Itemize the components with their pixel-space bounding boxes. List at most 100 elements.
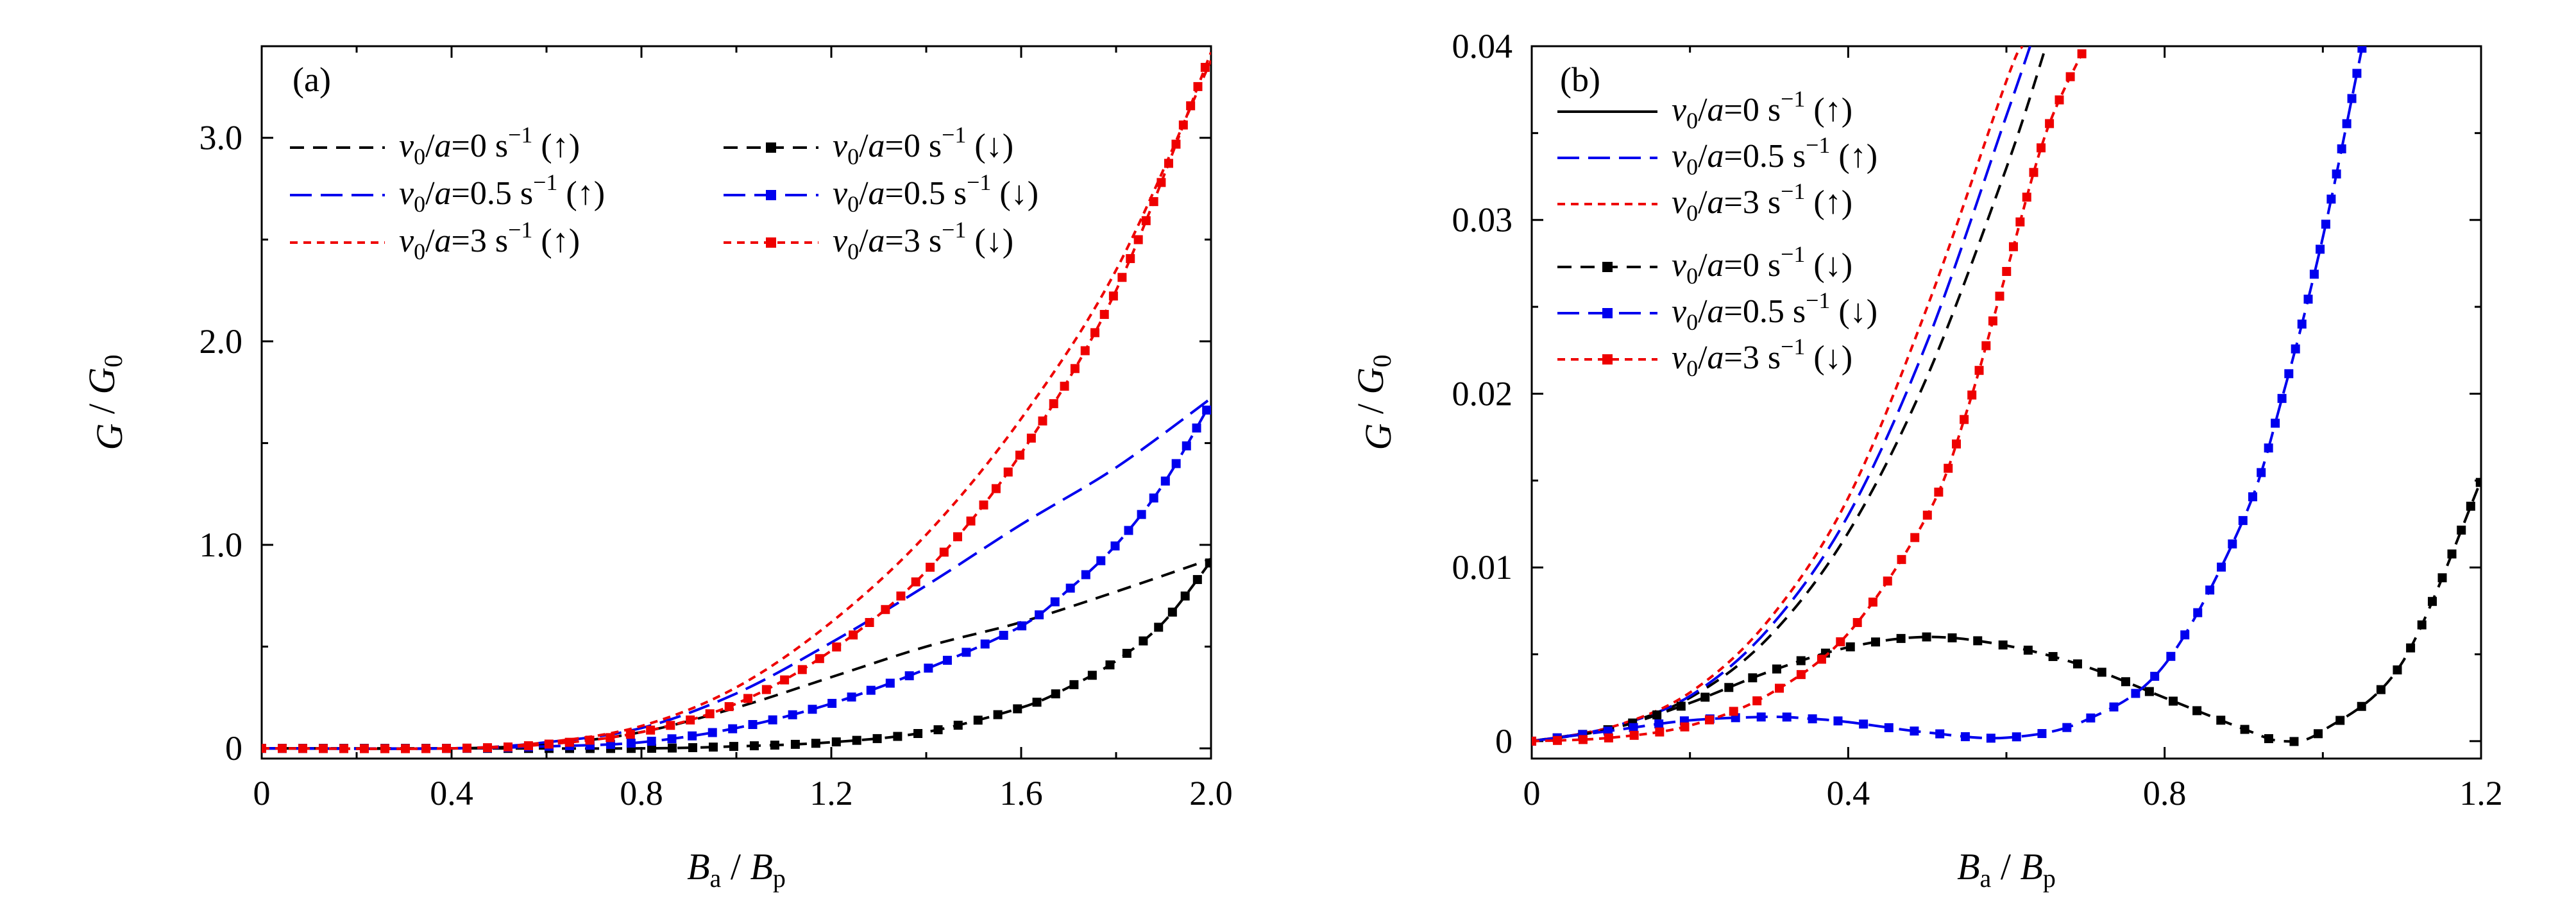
series-marker [2303, 295, 2313, 304]
series-marker [1896, 633, 1906, 643]
series-marker [1149, 197, 1158, 207]
legend: v0​/a=0 s−1​ (↑)v0​/a=0.5 s−1​ (↑)v0​/a=… [290, 122, 1038, 264]
series-marker [1960, 732, 1970, 741]
series-marker [1171, 459, 1181, 468]
series-marker [1884, 723, 1894, 732]
series-marker [2321, 219, 2330, 229]
legend-marker [766, 142, 776, 153]
series-marker [1133, 235, 1143, 245]
series-marker [2342, 119, 2351, 128]
series-marker [1117, 273, 1127, 282]
series-group [262, 51, 1211, 753]
series-marker [2357, 701, 2366, 711]
legend-label: v0​/a=3 s−1​ (↓) [833, 217, 1013, 264]
series-marker [2131, 689, 2140, 698]
series-marker [318, 744, 328, 753]
series-marker [1081, 570, 1090, 579]
series-marker [827, 699, 837, 708]
series-marker [1096, 556, 1106, 565]
series-marker [1069, 680, 1079, 689]
series-marker [993, 710, 1003, 719]
series-marker [761, 685, 771, 694]
series-marker [2097, 667, 2106, 677]
series-marker [2291, 344, 2300, 354]
series-marker [667, 743, 677, 753]
series-marker [2086, 713, 2096, 723]
series-marker [847, 692, 856, 702]
series-marker [865, 618, 874, 628]
series-marker [339, 744, 348, 753]
series-marker [790, 739, 800, 749]
series-marker [1960, 415, 1969, 424]
legend-label: v0​/a=0.5 s−1​ (↑) [399, 169, 605, 217]
series-marker [2447, 549, 2457, 559]
series-marker [1110, 541, 1120, 551]
series-marker [1126, 253, 1135, 263]
series-marker [2109, 702, 2119, 712]
series-marker [1752, 696, 1762, 706]
series-marker [1026, 433, 1036, 443]
series-marker [743, 694, 753, 703]
legend-label: v0​/a=3 s−1​ (↓) [1672, 334, 1852, 381]
series-marker [1836, 637, 1845, 647]
series-marker [2316, 245, 2325, 254]
series-marker [893, 732, 902, 741]
series-marker [2168, 696, 2178, 706]
legend-label: v0​/a=0 s−1​ (↑) [1672, 86, 1852, 133]
series-marker [2466, 501, 2475, 511]
x-tick-label: 0 [1523, 774, 1541, 812]
series-marker [768, 715, 777, 725]
y-tick-label: 0 [1495, 722, 1513, 760]
series-marker [2029, 167, 2038, 177]
series-marker [1910, 726, 1919, 736]
series-marker [2205, 585, 2215, 595]
series-marker [1629, 730, 1639, 740]
series-marker [1171, 139, 1181, 149]
series-marker [748, 720, 758, 730]
y-axis-title: G / G0 [81, 355, 130, 451]
series-marker [2309, 270, 2319, 279]
series-marker [2326, 194, 2336, 204]
series-marker [1922, 510, 1932, 520]
series-marker [2180, 630, 2190, 640]
y-tick-label: 0.04 [1452, 27, 1513, 65]
series-marker [1154, 622, 1164, 632]
series-marker [1065, 583, 1075, 593]
series-marker [2437, 573, 2447, 583]
series-marker [1552, 735, 1562, 745]
legend-label: v0​/a=3 s−1​ (↑) [399, 217, 580, 264]
series-marker [1090, 328, 1100, 338]
series-marker [2264, 443, 2273, 453]
series-marker [1988, 316, 1997, 326]
legend-marker [1602, 354, 1613, 365]
series-marker [2037, 729, 2047, 739]
series-marker [1883, 576, 1892, 586]
legend-label: v0​/a=0 s−1​ (↓) [833, 122, 1013, 169]
series-marker [2257, 468, 2266, 477]
series-marker [1897, 554, 1906, 564]
y-axis-title: G / G0 [1350, 355, 1399, 451]
series-marker [911, 577, 920, 587]
series-marker [808, 705, 817, 714]
series-marker [849, 630, 858, 640]
series-marker [708, 743, 718, 752]
series-group [1532, 46, 2481, 746]
series-marker [2277, 393, 2287, 403]
chart-panel-a: 0 0.4 0.8 1.2 1.6 2.0 0 1.0 2.0 3.0 Ba / Bp G / G0 (… [81, 45, 1233, 893]
y-tick-label: 0.01 [1452, 548, 1513, 587]
series-marker [1947, 633, 1957, 642]
series-marker [1017, 621, 1027, 631]
series-marker [1167, 607, 1177, 617]
panel-label: (b) [1560, 60, 1600, 99]
legend-marker [1602, 262, 1613, 272]
series-marker [1910, 533, 1920, 542]
series-marker [1124, 526, 1133, 535]
legend-marker [766, 237, 776, 248]
series-marker [688, 743, 697, 753]
legend-label: v0​/a=0.5 s−1​ (↓) [833, 169, 1038, 217]
series-marker [1532, 736, 1536, 746]
series-marker [2335, 716, 2345, 725]
series-marker [2475, 477, 2481, 487]
series-marker [2048, 652, 2058, 662]
series-marker [924, 664, 933, 673]
